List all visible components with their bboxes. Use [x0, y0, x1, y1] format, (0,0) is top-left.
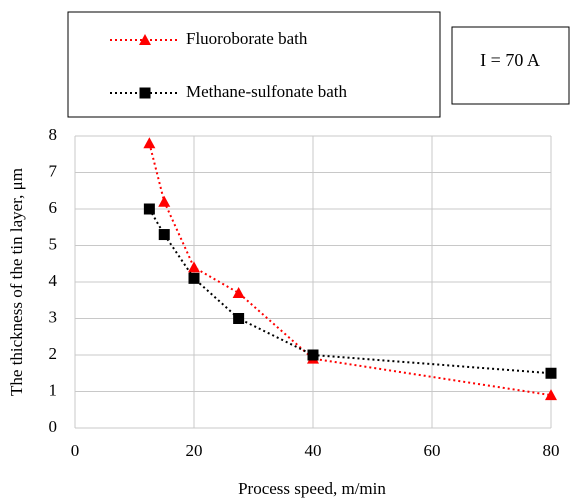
marker — [143, 203, 155, 215]
marker — [545, 389, 557, 401]
legend-label: Fluoroborate bath — [186, 29, 308, 48]
annotation-box — [451, 26, 570, 105]
y-tick-label: 0 — [49, 417, 58, 436]
x-tick-label: 60 — [424, 441, 441, 460]
marker — [188, 272, 200, 284]
y-tick-label: 1 — [49, 380, 58, 399]
marker — [139, 87, 151, 99]
y-tick-label: 4 — [49, 271, 58, 290]
y-tick-label: 6 — [49, 198, 58, 217]
marker — [143, 137, 156, 149]
y-tick-label: 2 — [49, 344, 58, 363]
legend-box — [67, 11, 441, 118]
y-tick-label: 3 — [49, 307, 58, 326]
marker — [188, 261, 200, 273]
x-tick-label: 0 — [71, 441, 80, 460]
legend-label: Methane-sulfonate bath — [186, 82, 347, 101]
x-tick-label: 80 — [543, 441, 560, 460]
x-tick-label: 20 — [186, 441, 203, 460]
marker — [158, 195, 171, 207]
y-tick-label: 7 — [49, 161, 58, 180]
y-axis-label: The thickness of the tin layer, μm — [7, 168, 26, 396]
marker — [233, 313, 245, 324]
annotation: I = 70 A — [480, 50, 540, 70]
marker — [232, 286, 245, 298]
y-tick-label: 5 — [49, 234, 58, 253]
marker — [158, 229, 170, 241]
series-line — [148, 208, 552, 375]
series-line — [148, 143, 552, 397]
x-tick-label: 40 — [305, 441, 322, 460]
marker — [545, 367, 557, 379]
marker — [139, 34, 151, 45]
y-tick-label: 8 — [49, 125, 58, 144]
x-axis-label: Process speed, m/min — [238, 479, 386, 498]
marker — [307, 349, 319, 361]
